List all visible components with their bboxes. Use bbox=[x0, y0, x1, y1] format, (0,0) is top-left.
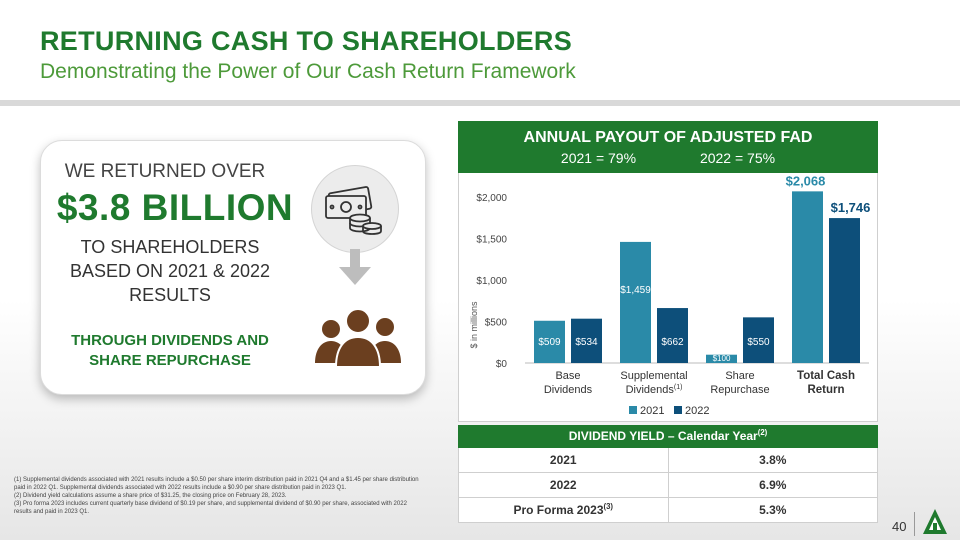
card-line1: WE RETURNED OVER bbox=[64, 161, 266, 182]
footnote: (2) Dividend yield calculations assume a… bbox=[14, 493, 287, 499]
data-label: $2,068 bbox=[786, 173, 826, 188]
yield-value: 3.8% bbox=[759, 453, 787, 467]
data-label: $550 bbox=[747, 337, 770, 348]
bar-2021 bbox=[534, 320, 565, 363]
yield-year: 2021 bbox=[459, 448, 669, 472]
x-tick-sup: (1) bbox=[674, 384, 683, 391]
down-arrow-icon bbox=[339, 249, 371, 285]
x-tick-label: Total Cash bbox=[797, 370, 855, 382]
page-number-divider bbox=[914, 512, 915, 536]
data-label: $534 bbox=[575, 337, 598, 348]
x-tick-label: Dividends bbox=[544, 384, 593, 396]
yield-value: 6.9% bbox=[759, 478, 787, 492]
shareholders-icon bbox=[315, 308, 401, 368]
y-axis-label: $ in millions bbox=[469, 301, 479, 349]
yield-year: Pro Forma 2023(3) bbox=[459, 498, 669, 522]
table-row: 2021 3.8% bbox=[458, 448, 878, 473]
y-tick-label: $500 bbox=[485, 318, 508, 329]
card-line4: RESULTS bbox=[129, 285, 211, 305]
x-tick-label: Base bbox=[555, 370, 580, 382]
payout-header: ANNUAL PAYOUT OF ADJUSTED FAD 2021 = 79%… bbox=[458, 121, 878, 173]
card-line3: BASED ON 2021 & 2022 bbox=[69, 261, 271, 281]
card-amount: $3.8 BILLION bbox=[56, 187, 294, 228]
header-divider bbox=[0, 100, 960, 106]
card-footer: THROUGH DIVIDENDS AND SHARE REPURCHASE bbox=[41, 331, 299, 371]
payout-title: ANNUAL PAYOUT OF ADJUSTED FAD bbox=[523, 129, 813, 146]
payout-chart: $0 $500 $1,000 $1,500 $2,000 $ in millions $50… bbox=[458, 173, 878, 422]
x-tick-label: Return bbox=[807, 384, 844, 396]
data-label: $1,746 bbox=[831, 200, 871, 215]
legend-label: 2021 bbox=[640, 405, 664, 417]
yield-year: 2022 bbox=[459, 473, 669, 497]
page-title: RETURNING CASH TO SHAREHOLDERS bbox=[40, 26, 573, 56]
footnote: (3) Pro forma 2023 includes current quar… bbox=[14, 501, 407, 515]
legend-label: 2022 bbox=[685, 405, 709, 417]
x-tick-label: Repurchase bbox=[710, 384, 769, 396]
data-label: $662 bbox=[661, 337, 684, 348]
bar-2022 bbox=[571, 318, 602, 363]
x-tick-label: Dividends(1) bbox=[626, 384, 683, 396]
legend-swatch-2022 bbox=[674, 406, 682, 414]
table-row: Pro Forma 2023(3) 5.3% bbox=[458, 498, 878, 523]
yield-value: 5.3% bbox=[759, 503, 787, 517]
data-label: $1,459 bbox=[620, 285, 651, 296]
bar-2021 bbox=[792, 191, 823, 363]
page-number: 40 bbox=[892, 519, 907, 534]
y-tick-label: $1,000 bbox=[476, 276, 507, 287]
footnote: (1) Supplemental dividends associated wi… bbox=[14, 477, 419, 491]
yield-table-title: DIVIDEND YIELD – Calendar Year(2) bbox=[458, 425, 878, 448]
payout-2022: 2022 = 75% bbox=[699, 150, 776, 166]
x-tick-label: Share bbox=[725, 370, 754, 382]
page-subtitle: Demonstrating the Power of Our Cash Retu… bbox=[40, 60, 576, 83]
table-row: 2022 6.9% bbox=[458, 473, 878, 498]
y-tick-label: $2,000 bbox=[476, 193, 507, 204]
y-tick-label: $1,500 bbox=[476, 235, 507, 246]
bar-2022 bbox=[657, 308, 688, 363]
card-line6: SHARE REPURCHASE bbox=[89, 352, 251, 369]
bar-2021 bbox=[706, 354, 737, 363]
card-line2: TO SHAREHOLDERS bbox=[80, 237, 260, 257]
card-line5: THROUGH DIVIDENDS AND bbox=[71, 332, 269, 349]
company-logo bbox=[923, 509, 947, 534]
x-tick-label: Supplemental bbox=[620, 370, 687, 382]
data-label: $509 bbox=[538, 337, 561, 348]
legend-swatch-2021 bbox=[629, 406, 637, 414]
data-label: $100 bbox=[713, 354, 731, 363]
bar-2022 bbox=[829, 218, 860, 363]
money-icon bbox=[311, 165, 399, 253]
card-body: TO SHAREHOLDERS BASED ON 2021 & 2022 RES… bbox=[41, 235, 299, 307]
y-tick-label: $0 bbox=[496, 359, 508, 370]
dividend-yield-table: DIVIDEND YIELD – Calendar Year(2) 2021 3… bbox=[458, 425, 878, 523]
cash-return-card: WE RETURNED OVER $3.8 BILLION TO SHAREHO… bbox=[40, 140, 426, 395]
bar-2022 bbox=[743, 317, 774, 363]
bar-chart: $0 $500 $1,000 $1,500 $2,000 $ in millions $50… bbox=[469, 173, 871, 417]
bar-2021 bbox=[620, 241, 651, 363]
footnotes: (1) Supplemental dividends associated wi… bbox=[14, 476, 419, 516]
payout-2021: 2021 = 79% bbox=[560, 150, 637, 166]
